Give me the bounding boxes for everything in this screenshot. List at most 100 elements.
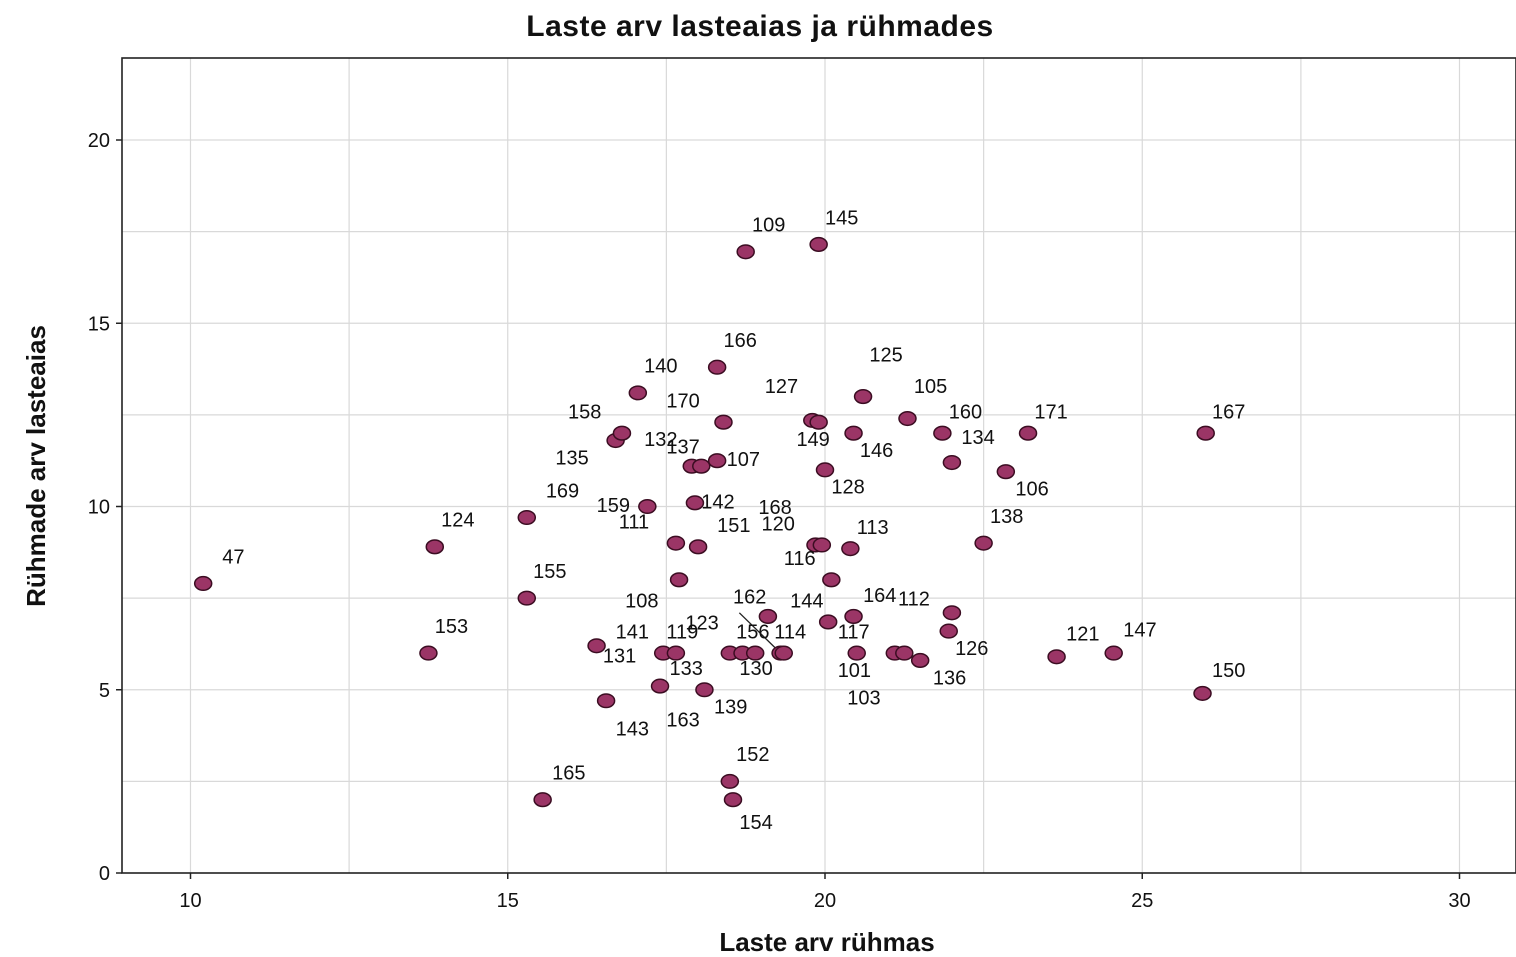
plot-frame <box>121 57 1516 874</box>
point-label: 133 <box>670 658 703 680</box>
point-labels: 47 153 124 169 155 165 131 143 135 158 140 159 163 14… <box>222 207 1245 834</box>
data-point <box>1104 645 1123 661</box>
point-label: 125 <box>869 345 902 367</box>
data-points <box>193 236 1215 808</box>
point-label: 150 <box>1212 660 1245 682</box>
point-label: 135 <box>555 447 588 469</box>
data-point <box>723 792 743 808</box>
point-label: 134 <box>961 427 994 449</box>
point-label: 101 <box>838 660 871 682</box>
point-label: 166 <box>723 330 756 352</box>
point-label: 151 <box>717 515 750 537</box>
data-point <box>669 572 689 588</box>
point-label: 170 <box>666 391 699 413</box>
data-point <box>815 462 835 478</box>
point-label: 123 <box>685 612 718 634</box>
point-label: 113 <box>857 517 889 539</box>
point-label: 162 <box>733 587 766 609</box>
axis-ticks: 10 15 20 25 30 0 5 10 15 20 <box>88 130 1471 912</box>
data-point <box>628 385 648 401</box>
data-point <box>774 645 794 661</box>
point-label: 132 <box>644 429 677 451</box>
x-tick-label: 15 <box>497 890 519 912</box>
data-point <box>587 638 606 654</box>
data-point <box>910 652 930 668</box>
data-point <box>898 410 917 427</box>
point-label: 116 <box>784 548 816 570</box>
data-point <box>596 693 616 709</box>
point-label: 124 <box>441 510 474 532</box>
data-point <box>666 535 686 551</box>
point-label: 131 <box>603 645 636 667</box>
data-point <box>638 498 657 515</box>
chart-title: Laste arv lasteaias ja rühmades <box>526 10 993 43</box>
label-connector <box>738 612 782 654</box>
data-point <box>650 678 670 694</box>
data-point <box>695 682 714 698</box>
data-point <box>1047 649 1066 665</box>
data-point <box>844 608 863 625</box>
point-label: 130 <box>739 658 772 680</box>
y-axis-title: Rühmade arv lasteaias <box>21 325 51 607</box>
data-point <box>818 614 838 630</box>
data-point <box>688 539 708 555</box>
point-label: 168 <box>758 497 791 519</box>
data-point <box>841 541 860 557</box>
data-point <box>758 608 778 625</box>
point-label: 145 <box>825 207 858 229</box>
data-point <box>933 425 952 441</box>
point-label: 137 <box>666 436 699 458</box>
point-label: 153 <box>435 616 468 638</box>
data-point <box>1193 685 1212 701</box>
point-label: 154 <box>739 812 772 834</box>
data-point <box>809 414 828 430</box>
point-label: 136 <box>933 667 966 689</box>
point-label: 138 <box>990 506 1023 528</box>
data-point <box>720 773 740 789</box>
y-tick-label: 5 <box>99 680 110 702</box>
label-leader-line <box>738 612 782 654</box>
point-label: 149 <box>796 429 829 451</box>
data-point <box>419 645 438 661</box>
x-tick-label: 30 <box>1448 890 1470 912</box>
data-point <box>533 792 552 808</box>
point-label: 143 <box>616 719 649 741</box>
data-point <box>745 645 765 661</box>
data-point <box>1196 425 1215 441</box>
point-label: 111 <box>619 511 649 533</box>
point-label: 142 <box>701 491 734 513</box>
data-point <box>714 414 733 430</box>
data-point <box>612 425 632 441</box>
point-label: 106 <box>1015 479 1048 501</box>
point-label: 126 <box>955 638 988 660</box>
point-label: 152 <box>736 744 769 766</box>
point-label: 107 <box>727 449 760 471</box>
x-axis-title: Laste arv rühmas <box>719 927 934 957</box>
point-label: 112 <box>898 588 930 610</box>
point-label: 164 <box>863 585 896 607</box>
data-point <box>736 244 755 260</box>
point-label: 144 <box>790 590 823 612</box>
point-label: 128 <box>831 477 864 499</box>
x-tick-label: 25 <box>1131 890 1153 912</box>
data-point <box>425 539 445 555</box>
data-point <box>847 645 866 661</box>
point-label: 140 <box>644 356 677 378</box>
data-point <box>974 535 993 551</box>
data-point <box>853 389 873 405</box>
point-label: 167 <box>1212 402 1245 424</box>
point-label: 158 <box>568 402 601 424</box>
point-label: 103 <box>847 687 880 709</box>
data-point <box>895 645 914 661</box>
data-point <box>809 236 828 253</box>
point-label: 163 <box>666 709 699 731</box>
point-label: 47 <box>222 546 244 568</box>
point-label: 156 <box>736 621 769 643</box>
point-label: 114 <box>774 621 806 643</box>
point-label: 155 <box>533 561 566 583</box>
point-label: 147 <box>1123 620 1156 642</box>
data-point <box>707 453 727 469</box>
data-point <box>1018 425 1038 441</box>
data-point <box>692 458 711 474</box>
